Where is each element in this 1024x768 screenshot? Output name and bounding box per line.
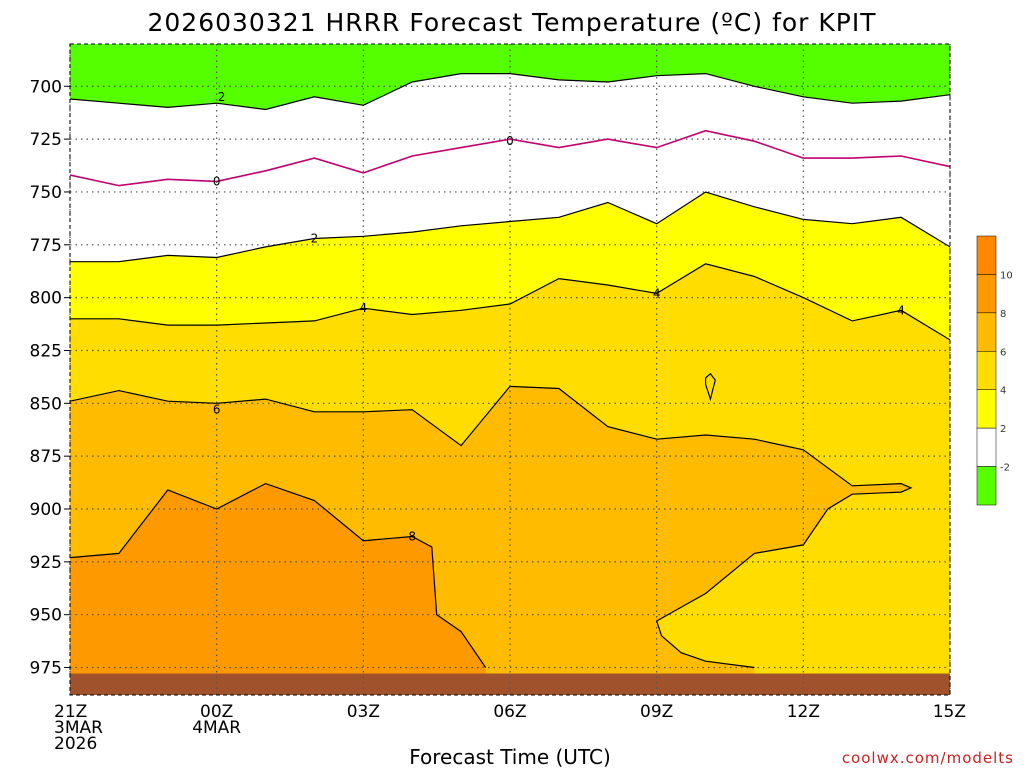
y-tick-label: 825 xyxy=(30,341,62,361)
colorbar-label: -2 xyxy=(1000,463,1010,474)
colorbar-swatch xyxy=(976,389,997,429)
ground-fill xyxy=(70,673,950,695)
y-tick-label: 700 xyxy=(30,77,62,97)
contour-labels: 2 0 0 2 4 4 4 6 8 xyxy=(213,90,905,544)
ground-layer xyxy=(70,673,950,695)
colorbar-swatch xyxy=(976,351,997,390)
contour-label: 0 xyxy=(506,134,514,148)
contour-label: 2 xyxy=(218,90,226,104)
y-tick-label: 900 xyxy=(30,500,62,520)
colorbar-swatch xyxy=(976,235,997,275)
contour-label: 8 xyxy=(408,529,416,543)
y-tick-label: 750 xyxy=(30,183,62,203)
colorbar-swatch xyxy=(976,427,997,467)
colorbar-label: 4 xyxy=(1000,386,1006,397)
x-tick-label: 4MAR xyxy=(192,718,241,738)
y-axis-ticks: 700 725 750 775 800 825 850 875 900 925 950 975 xyxy=(30,77,70,679)
y-tick-label: 850 xyxy=(30,394,62,414)
y-tick-label: 725 xyxy=(30,130,62,150)
x-tick-label: 3MAR xyxy=(54,718,103,738)
y-tick-label: 775 xyxy=(30,236,62,256)
colorbar-label: 6 xyxy=(1000,347,1006,358)
y-tick-label: 925 xyxy=(30,553,62,573)
x-tick-label: 06Z xyxy=(493,702,526,722)
contour-label: 4 xyxy=(897,303,905,317)
contour-label: 4 xyxy=(653,286,661,300)
contour-lines xyxy=(70,72,950,669)
colorbar-swatch xyxy=(976,466,997,506)
contour-line--2 xyxy=(70,72,950,111)
x-tick-label: 21Z xyxy=(54,702,87,722)
x-tick-label: 00Z xyxy=(200,702,233,722)
colorbar-swatch xyxy=(976,312,997,352)
colorbar-label: 2 xyxy=(1000,424,1006,435)
x-tick-label: 15Z xyxy=(933,702,966,722)
x-tick-label: 2026 xyxy=(54,734,97,754)
contour-line-2 xyxy=(70,191,950,263)
contour-label: 2 xyxy=(311,231,319,245)
colorbar-swatch xyxy=(976,274,997,314)
x-tick-label: 09Z xyxy=(640,702,673,722)
y-tick-label: 950 xyxy=(30,606,62,626)
y-tick-label: 975 xyxy=(30,659,62,679)
x-axis-label: Forecast Time (UTC) xyxy=(409,745,611,768)
contour-label: 0 xyxy=(213,174,221,188)
colorbar-legend: -2 2 4 6 8 10 xyxy=(976,235,1013,506)
y-tick-label: 875 xyxy=(30,447,62,467)
x-tick-label: 03Z xyxy=(347,702,380,722)
fill-8-to-10 xyxy=(70,483,486,695)
chart-title: 2026030321 HRRR Forecast Temperature (ºC… xyxy=(147,8,876,37)
contour-line-0 xyxy=(70,129,950,187)
y-tick-label: 800 xyxy=(30,289,62,309)
colorbar-label: 10 xyxy=(1000,270,1013,281)
credit-link[interactable]: coolwx.com/modelts xyxy=(842,749,1014,767)
plot-frame xyxy=(69,43,951,696)
contour-line-small-closed xyxy=(705,372,716,402)
contour-line-8 xyxy=(70,482,487,668)
contour-line-6 xyxy=(70,385,913,669)
colorbar-label: 8 xyxy=(1000,309,1006,320)
fill-below-minus-2 xyxy=(70,44,950,110)
contour-line-4 xyxy=(70,263,950,341)
x-tick-label: 12Z xyxy=(787,702,820,722)
contour-label: 4 xyxy=(360,301,368,315)
contour-label: 6 xyxy=(213,403,221,417)
